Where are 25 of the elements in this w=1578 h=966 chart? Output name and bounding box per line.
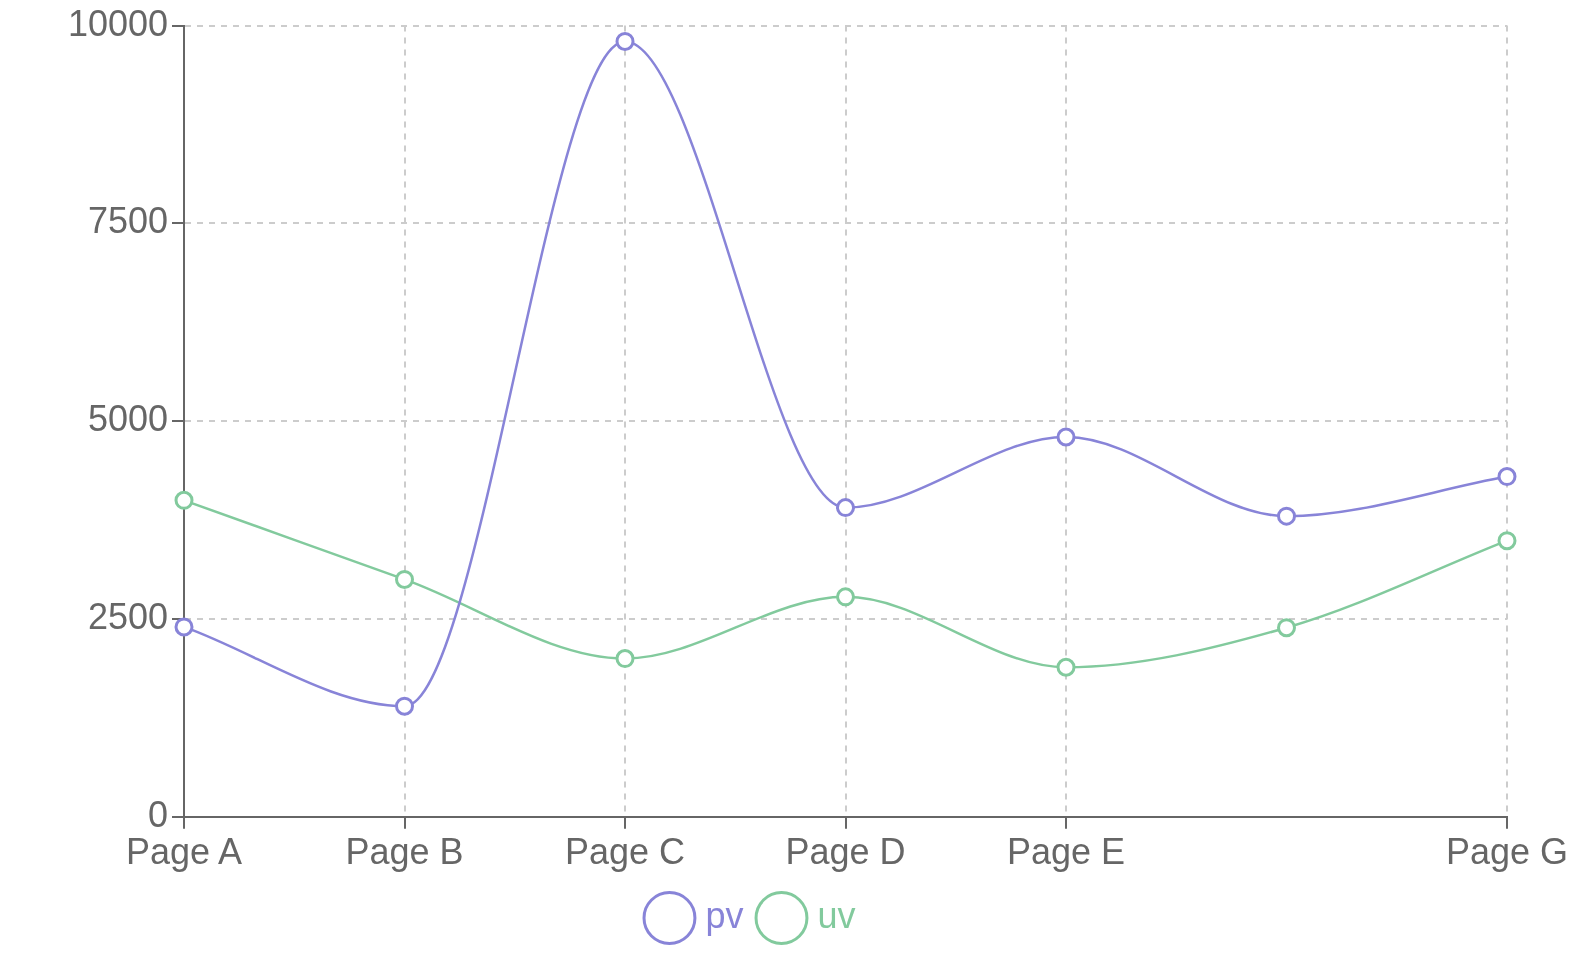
point (1497, 531, 1517, 551)
point (1277, 506, 1296, 526)
x-tick-label: Page D (785, 831, 906, 873)
x-tick-label: Page B (345, 831, 464, 873)
point (174, 490, 194, 510)
point (1277, 618, 1296, 638)
x-tick-label: Page E (1006, 831, 1126, 873)
point (615, 31, 635, 51)
point (395, 696, 414, 716)
y-tick-label: 10000 (67, 2, 168, 44)
y-tick-label: 5000 (87, 398, 168, 440)
point (395, 569, 414, 589)
point (836, 587, 855, 607)
point (836, 498, 855, 518)
y-tick-label: 2500 (87, 595, 168, 637)
point (1497, 467, 1517, 487)
legend-label: pv (705, 894, 744, 936)
point (1056, 657, 1076, 677)
point (1056, 427, 1076, 447)
point (174, 617, 194, 637)
point (615, 649, 635, 669)
y-tick-label: 7500 (87, 200, 168, 242)
legend-label: uv (817, 894, 856, 936)
x-tick-label: Page C (564, 831, 686, 873)
x-tick-label: Page G (1445, 831, 1569, 873)
